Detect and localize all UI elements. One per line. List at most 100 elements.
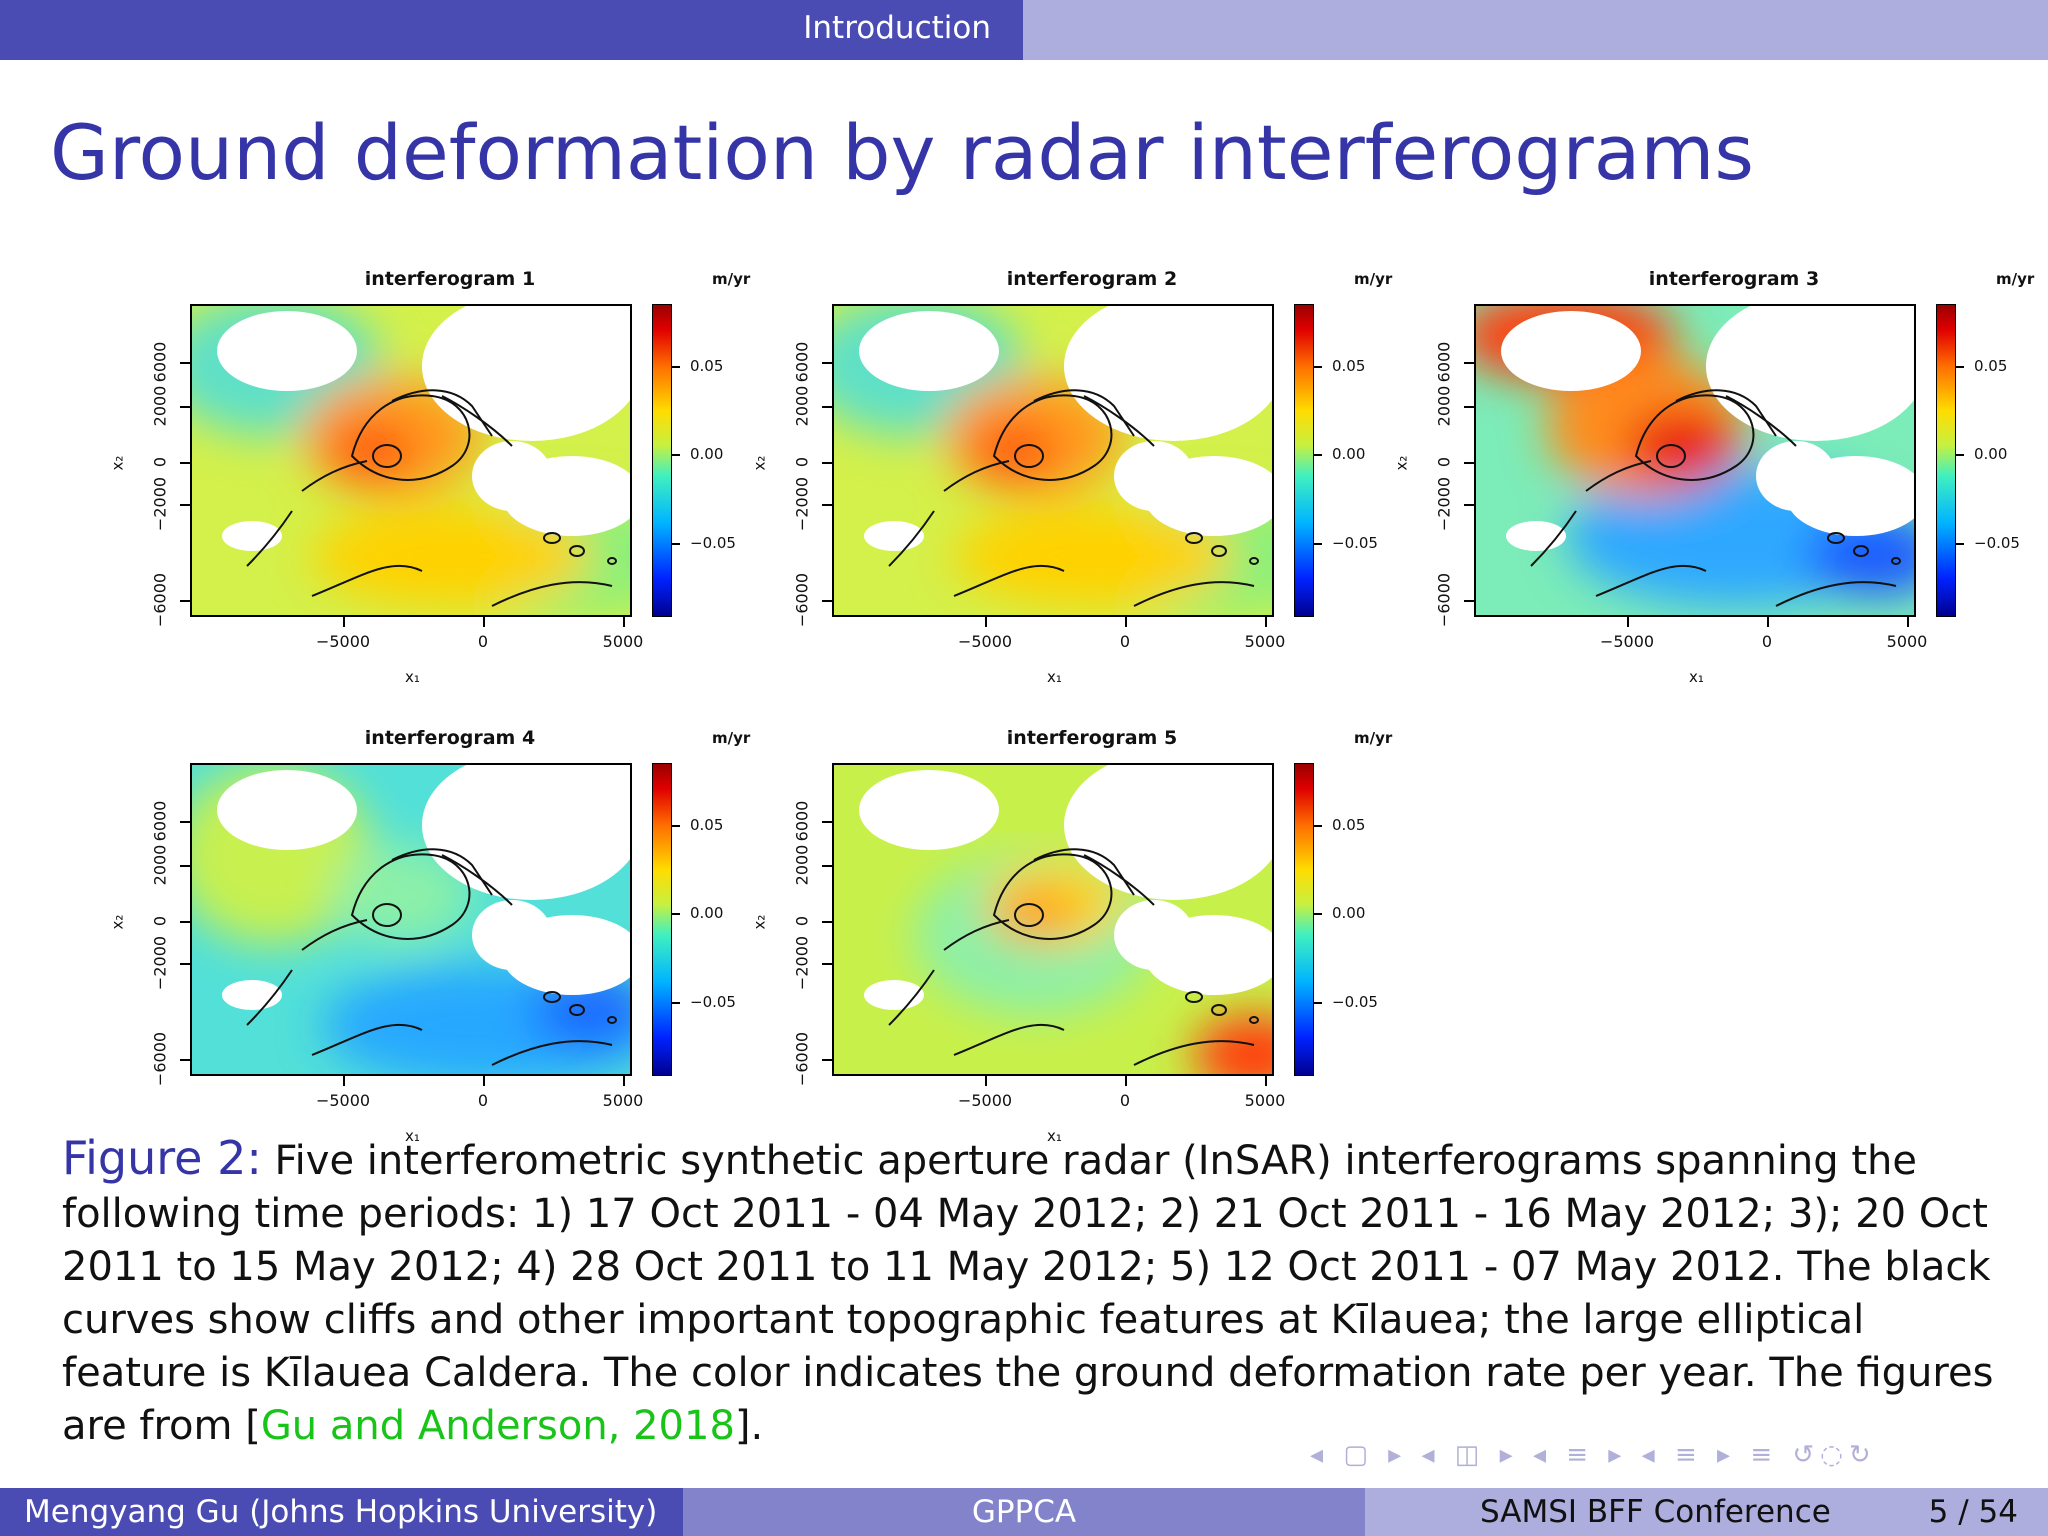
colorbar-tick <box>1956 366 1964 368</box>
y-tick-label: 6000 <box>150 800 170 842</box>
y-tick-label: −2000 <box>150 476 170 532</box>
footer-short-title: GPPCA <box>683 1488 1365 1536</box>
y-tick <box>1464 406 1474 408</box>
colorbar-unit: m/yr <box>1354 729 1393 747</box>
x-tick-label: 5000 <box>1244 1091 1286 1110</box>
y-axis-label: x₂ <box>750 914 769 930</box>
y-tick <box>180 504 190 506</box>
colorbar <box>652 304 672 617</box>
figure-caption: Figure 2: Five interferometric synthetic… <box>62 1132 2012 1453</box>
x-tick-label: −5000 <box>957 632 1013 651</box>
y-tick <box>822 963 832 965</box>
colorbar-tick-label: 0.05 <box>690 816 724 834</box>
y-tick-label: −2000 <box>150 935 170 991</box>
x-tick-label: 0 <box>477 1091 489 1110</box>
x-tick-label: −5000 <box>315 1091 371 1110</box>
y-tick <box>180 865 190 867</box>
x-axis-label: x₁ <box>1047 668 1062 686</box>
x-tick <box>343 617 345 627</box>
colorbar-tick <box>672 913 680 915</box>
colorbar-tick-label: 0.00 <box>690 904 724 922</box>
x-tick-label: −5000 <box>1599 632 1655 651</box>
colorbar-tick <box>672 454 680 456</box>
y-tick <box>1464 462 1474 464</box>
panel-title: interferogram 1 <box>364 268 536 290</box>
y-tick <box>180 406 190 408</box>
colorbar-tick <box>672 1002 680 1004</box>
x-tick <box>985 1076 987 1086</box>
x-tick <box>1907 617 1909 627</box>
y-tick <box>822 362 832 364</box>
nav-toc-icon[interactable]: ≡ <box>1750 1440 1779 1470</box>
x-tick-label: 0 <box>1119 1091 1131 1110</box>
x-tick <box>483 1076 485 1086</box>
nav-search-icon[interactable]: ↺◌↻ <box>1792 1440 1877 1470</box>
y-tick <box>180 462 190 464</box>
x-tick-label: 5000 <box>602 632 644 651</box>
colorbar-unit: m/yr <box>1996 270 2035 288</box>
citation-link[interactable]: Gu and Anderson, 2018 <box>260 1403 735 1449</box>
y-tick <box>822 504 832 506</box>
y-tick <box>822 600 832 602</box>
deformation-map <box>832 304 1274 617</box>
colorbar-tick-label: 0.00 <box>1974 445 2008 463</box>
x-tick-label: 5000 <box>1886 632 1928 651</box>
y-tick <box>822 921 832 923</box>
colorbar-unit: m/yr <box>712 270 751 288</box>
colorbar-tick-label: −0.05 <box>1974 534 2020 552</box>
nav-subsection-icon[interactable]: ◂ ◫ ▸ <box>1421 1440 1519 1470</box>
colorbar-tick <box>1956 454 1964 456</box>
deformation-map <box>190 304 632 617</box>
panel-title: interferogram 4 <box>364 727 536 749</box>
deformation-map <box>832 763 1274 1076</box>
y-tick-label: 0 <box>150 915 170 927</box>
colorbar <box>1936 304 1956 617</box>
nav-frame-icon[interactable]: ◂ ▢ ▸ <box>1310 1440 1408 1470</box>
x-axis-label: x₁ <box>1689 668 1704 686</box>
colorbar-tick <box>1956 543 1964 545</box>
section-tab[interactable]: Introduction <box>0 0 1023 60</box>
interferogram-panel: interferogram 3 m/yr 0.05 0.00 −0.05 −5000 0 50… <box>1384 268 2044 718</box>
colorbar-tick <box>1314 1002 1322 1004</box>
y-tick-label: 2000 <box>150 385 170 427</box>
y-tick-label: 0 <box>150 456 170 468</box>
nav-doc-icon[interactable]: ◂ ≡ ▸ <box>1641 1440 1737 1470</box>
y-tick-label: −6000 <box>150 1031 170 1087</box>
x-tick-label: 0 <box>477 632 489 651</box>
y-tick-label: 6000 <box>1434 341 1454 383</box>
colorbar-tick-label: 0.00 <box>1332 445 1366 463</box>
y-tick-label: 6000 <box>792 341 812 383</box>
x-tick-label: 0 <box>1119 632 1131 651</box>
x-tick <box>623 1076 625 1086</box>
y-tick-label: −2000 <box>792 476 812 532</box>
x-axis-label: x₁ <box>1047 1127 1062 1145</box>
panel-title: interferogram 3 <box>1648 268 1820 290</box>
deformation-map <box>1474 304 1916 617</box>
colorbar-tick-label: 0.05 <box>1332 357 1366 375</box>
x-tick <box>985 617 987 627</box>
y-tick-label: 0 <box>792 456 812 468</box>
colorbar-tick-label: −0.05 <box>690 993 736 1011</box>
footer-author: Mengyang Gu (Johns Hopkins University) <box>0 1488 683 1536</box>
x-tick <box>1265 617 1267 627</box>
y-tick <box>822 1059 832 1061</box>
x-tick-label: −5000 <box>957 1091 1013 1110</box>
x-tick <box>483 617 485 627</box>
footer-right: SAMSI BFF Conference 5 / 54 <box>1365 1488 2048 1536</box>
colorbar-tick-label: 0.05 <box>690 357 724 375</box>
citation-close: ]. <box>734 1403 764 1449</box>
citation-open-bracket: [ <box>245 1403 261 1449</box>
nav-section-icon[interactable]: ◂ ≡ ▸ <box>1532 1440 1628 1470</box>
colorbar <box>652 763 672 1076</box>
x-tick-label: −5000 <box>315 632 371 651</box>
y-tick <box>1464 504 1474 506</box>
x-tick <box>623 617 625 627</box>
y-tick-label: −6000 <box>792 1031 812 1087</box>
colorbar-tick-label: −0.05 <box>1332 534 1378 552</box>
x-tick <box>1767 617 1769 627</box>
y-tick <box>180 600 190 602</box>
y-tick-label: 0 <box>1434 456 1454 468</box>
colorbar <box>1294 763 1314 1076</box>
y-tick-label: 2000 <box>1434 385 1454 427</box>
header-bar: Introduction <box>0 0 2048 60</box>
